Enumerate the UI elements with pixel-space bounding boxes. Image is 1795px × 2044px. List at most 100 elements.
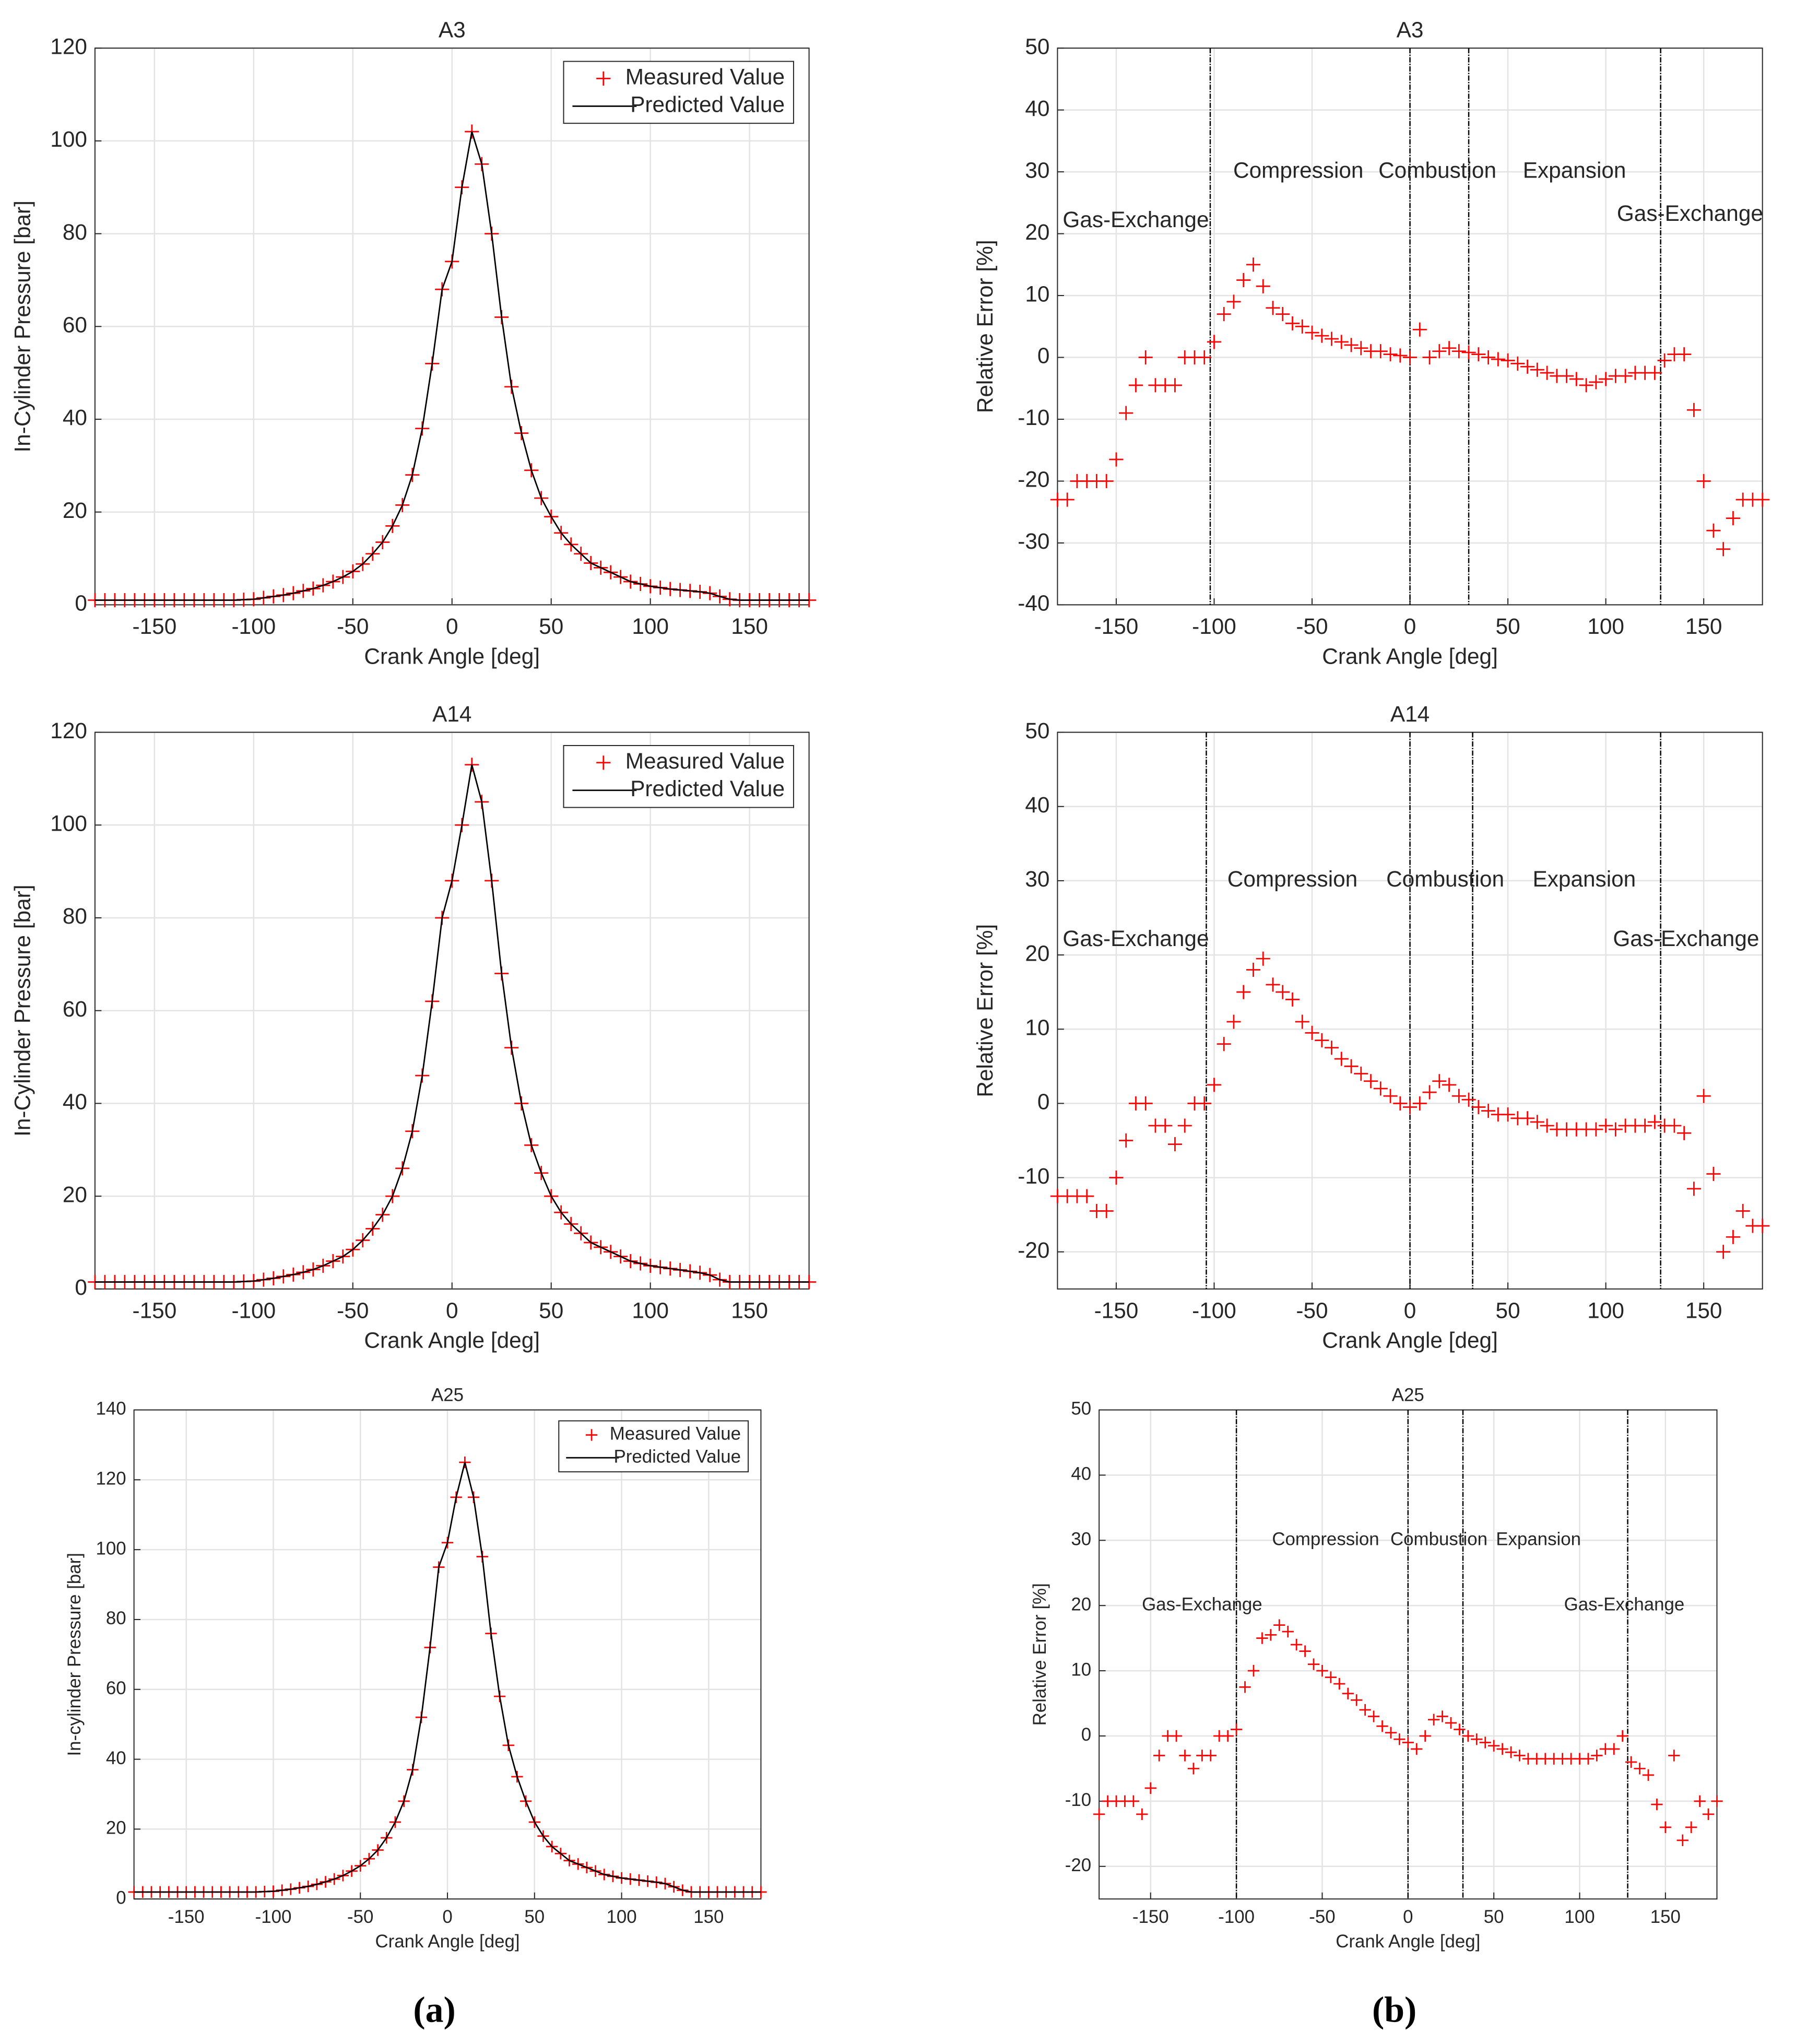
- marker: [1266, 301, 1280, 315]
- marker: [1295, 1014, 1309, 1029]
- marker: [1305, 325, 1319, 340]
- marker: [1501, 1107, 1515, 1122]
- phase-label: Gas-Exchange: [1617, 201, 1763, 226]
- y-tick-label: 50: [1025, 34, 1049, 58]
- marker: [1677, 347, 1692, 362]
- x-tick-label: 50: [1484, 1907, 1504, 1927]
- marker: [1702, 1808, 1715, 1821]
- marker: [1236, 273, 1251, 288]
- legend-label: Measured Value: [610, 1424, 741, 1444]
- marker: [1422, 1085, 1437, 1100]
- marker: [1315, 1033, 1329, 1048]
- y-axis-label: In-Cylinder Pressure [bar]: [10, 884, 35, 1136]
- x-tick-label: -150: [1132, 1907, 1169, 1927]
- phase-label: Combustion: [1390, 1529, 1487, 1550]
- marker: [1367, 1710, 1380, 1722]
- y-tick-label: -10: [1018, 1164, 1049, 1188]
- phase-label: Compression: [1233, 158, 1363, 182]
- marker: [1634, 1763, 1646, 1775]
- marker: [1481, 350, 1496, 365]
- y-axis-label: In-cylinder Pressure [bar]: [64, 1553, 85, 1756]
- marker: [1299, 1645, 1311, 1657]
- marker: [1403, 1100, 1418, 1115]
- marker: [1376, 1720, 1388, 1732]
- marker: [1138, 350, 1153, 365]
- x-tick-label: -50: [337, 614, 369, 639]
- y-tick-label: 40: [63, 1090, 87, 1114]
- x-axis-label: Crank Angle [deg]: [375, 1931, 519, 1952]
- marker: [1599, 1118, 1613, 1133]
- marker: [1471, 347, 1486, 362]
- marker: [1694, 1795, 1706, 1807]
- x-tick-label: 150: [1685, 614, 1722, 639]
- marker: [1510, 356, 1525, 371]
- x-tick-label: -50: [1309, 1907, 1335, 1927]
- phase-label: Combustion: [1386, 867, 1504, 891]
- y-tick-label: 50: [1025, 718, 1049, 743]
- marker: [1432, 344, 1447, 359]
- x-tick-label: 150: [1685, 1298, 1722, 1322]
- marker: [1383, 347, 1398, 362]
- plot-frame: [133, 1409, 762, 1900]
- marker: [1246, 962, 1261, 977]
- phase-label: Gas-Exchange: [1564, 1594, 1685, 1614]
- marker: [1755, 492, 1770, 507]
- y-tick-label: 20: [1025, 220, 1049, 244]
- marker: [1676, 1834, 1688, 1846]
- marker: [1197, 350, 1212, 365]
- marker: [1462, 1730, 1474, 1742]
- y-tick-label: -30: [1018, 529, 1049, 553]
- marker: [1354, 341, 1368, 356]
- legend-label: Predicted Value: [614, 1446, 741, 1467]
- marker: [1285, 316, 1300, 330]
- y-tick-label: 0: [1081, 1724, 1091, 1745]
- marker: [1144, 1782, 1156, 1794]
- marker: [1177, 1118, 1192, 1133]
- marker: [1520, 1111, 1535, 1126]
- marker: [1755, 1219, 1770, 1233]
- legend-label: Measured Value: [625, 749, 785, 773]
- legend-marker: [585, 1429, 598, 1441]
- y-tick-label: -20: [1018, 467, 1049, 492]
- y-tick-label: 0: [1037, 1090, 1050, 1114]
- marker: [1315, 328, 1329, 343]
- marker: [1285, 992, 1300, 1007]
- marker: [1342, 1687, 1354, 1699]
- marker: [1119, 406, 1133, 420]
- y-tick-label: 30: [1025, 867, 1049, 891]
- marker: [1488, 1740, 1500, 1752]
- marker: [1589, 1122, 1603, 1137]
- marker: [1471, 1100, 1486, 1115]
- chart-title: A14: [432, 702, 471, 726]
- marker: [1127, 1795, 1140, 1807]
- marker: [1735, 1204, 1750, 1219]
- legend-box: [563, 745, 794, 808]
- marker: [1716, 1245, 1731, 1259]
- marker: [1530, 362, 1544, 377]
- x-tick-label: -50: [347, 1907, 373, 1927]
- x-tick-label: -100: [231, 614, 276, 639]
- chart-title: A25: [431, 1385, 464, 1405]
- y-tick-label: 30: [1025, 158, 1049, 182]
- marker: [1226, 1014, 1241, 1029]
- y-tick-label: 100: [50, 127, 87, 151]
- y-tick-label: -20: [1018, 1238, 1049, 1262]
- marker: [1265, 1629, 1277, 1641]
- marker: [1647, 365, 1662, 380]
- marker: [1442, 341, 1457, 356]
- x-tick-label: 100: [1587, 1298, 1624, 1322]
- marker: [1419, 1730, 1431, 1742]
- y-tick-label: 40: [1071, 1464, 1091, 1484]
- marker: [1451, 344, 1466, 359]
- marker: [1608, 1122, 1623, 1137]
- marker: [1711, 1795, 1723, 1807]
- marker: [1501, 353, 1515, 368]
- marker: [1608, 1743, 1620, 1755]
- phase-label: Compression: [1227, 867, 1357, 891]
- marker: [1393, 1096, 1408, 1110]
- marker: [1344, 1059, 1359, 1073]
- phase-label: Gas-Exchange: [1062, 207, 1209, 232]
- marker: [1207, 1078, 1222, 1092]
- y-tick-label: 0: [1037, 344, 1050, 368]
- y-axis-label: Relative Error [%]: [973, 240, 997, 413]
